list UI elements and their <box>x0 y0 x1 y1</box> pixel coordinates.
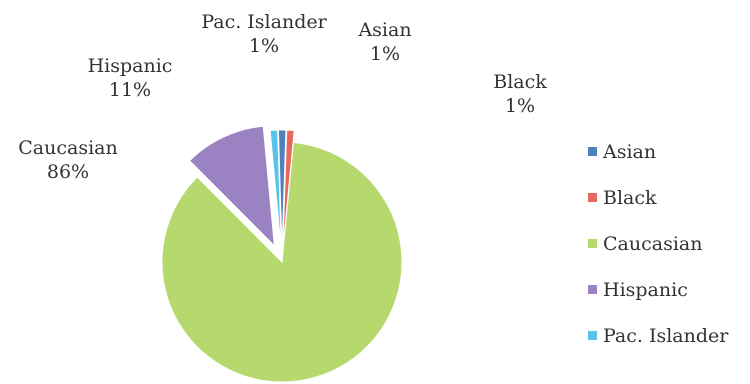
pie-slice-caucasian <box>161 142 403 383</box>
slice-label-asian: Asian 1% <box>350 18 420 66</box>
pie-slice-hispanic <box>188 125 275 248</box>
slice-label-pac-islander-name: Pac. Islander <box>201 11 327 33</box>
pie-slice-asian <box>277 129 287 251</box>
legend-item-asian: Asian <box>588 140 728 163</box>
pie-slice-pac-islander <box>269 129 282 251</box>
legend-swatch-asian <box>588 147 597 156</box>
legend-label-asian: Asian <box>603 140 657 163</box>
legend-swatch-pac-islander <box>588 331 597 340</box>
legend-label-pac-islander: Pac. Islander <box>603 324 729 347</box>
legend-item-pac-islander: Pac. Islander <box>588 324 728 347</box>
slice-label-hispanic-value: 11% <box>108 79 152 101</box>
slice-label-asian-value: 1% <box>369 43 401 65</box>
legend-label-hispanic: Hispanic <box>603 278 688 301</box>
legend-item-black: Black <box>588 186 728 209</box>
slice-label-hispanic-name: Hispanic <box>87 55 173 77</box>
slice-label-black: Black 1% <box>480 70 560 118</box>
legend-swatch-caucasian <box>588 239 597 248</box>
slice-label-black-value: 1% <box>504 95 536 117</box>
legend-swatch-black <box>588 193 597 202</box>
slice-label-hispanic: Hispanic 11% <box>70 54 190 102</box>
slice-label-caucasian-name: Caucasian <box>18 137 118 159</box>
legend-item-caucasian: Caucasian <box>588 232 728 255</box>
legend-label-caucasian: Caucasian <box>603 232 703 255</box>
slice-label-black-name: Black <box>493 71 547 93</box>
pie-slices <box>161 125 403 383</box>
legend-label-black: Black <box>603 186 657 209</box>
legend-item-hispanic: Hispanic <box>588 278 728 301</box>
slice-label-caucasian-value: 86% <box>46 161 90 183</box>
legend: Asian Black Caucasian Hispanic Pac. Isla… <box>588 140 728 370</box>
slice-label-pac-islander: Pac. Islander 1% <box>184 10 344 58</box>
slice-label-caucasian: Caucasian 86% <box>0 136 136 184</box>
slice-label-pac-islander-value: 1% <box>248 35 280 57</box>
legend-swatch-hispanic <box>588 285 597 294</box>
slice-label-asian-name: Asian <box>358 19 412 41</box>
